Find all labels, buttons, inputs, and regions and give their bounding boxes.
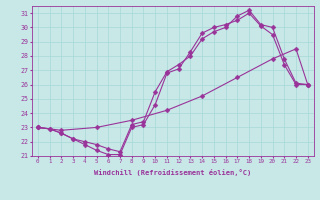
X-axis label: Windchill (Refroidissement éolien,°C): Windchill (Refroidissement éolien,°C) xyxy=(94,169,252,176)
